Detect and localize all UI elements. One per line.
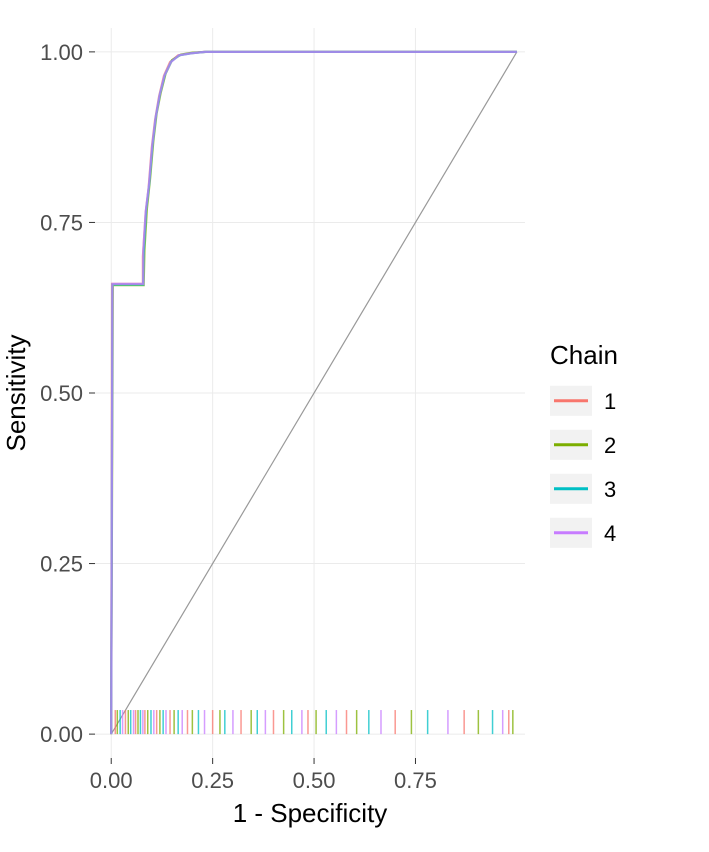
y-tick-label: 0.50	[40, 381, 83, 406]
legend-label: 1	[604, 389, 616, 414]
chart-svg: 0.00 0.25 0.50 0.75 0.00 0.25 0.50 0.75 1.00 1 - …	[0, 0, 709, 852]
legend-label: 3	[604, 477, 616, 502]
legend-title: Chain	[550, 340, 618, 370]
y-tick-label: 0.00	[40, 722, 83, 747]
y-tick-label: 0.25	[40, 552, 83, 577]
legend: Chain 1 2 3 4	[550, 340, 618, 548]
x-tick-label: 0.50	[293, 768, 336, 793]
y-tick-label: 1.00	[40, 40, 83, 65]
legend-label: 2	[604, 433, 616, 458]
x-tick-label: 0.00	[90, 768, 133, 793]
roc-chart: 0.00 0.25 0.50 0.75 0.00 0.25 0.50 0.75 1.00 1 - …	[0, 0, 709, 852]
y-axis-label: Sensitivity	[1, 334, 31, 451]
x-axis-label: 1 - Specificity	[233, 798, 388, 828]
legend-label: 4	[604, 521, 616, 546]
y-tick-label: 0.75	[40, 210, 83, 235]
x-tick-label: 0.75	[394, 768, 437, 793]
x-tick-label: 0.25	[191, 768, 234, 793]
